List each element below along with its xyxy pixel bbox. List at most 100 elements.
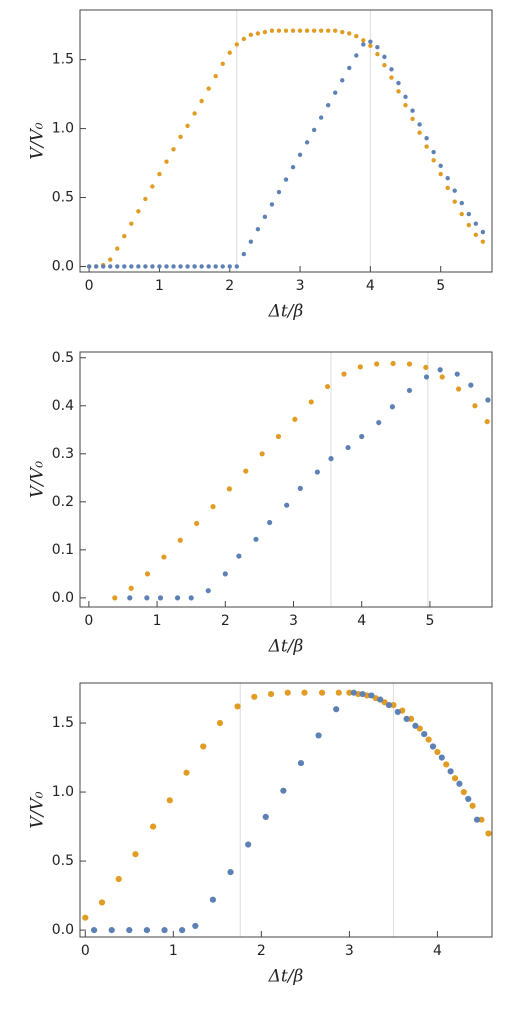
data-point: [171, 147, 176, 152]
data-point: [417, 122, 422, 127]
data-point: [403, 715, 410, 722]
plot-frame: [79, 9, 493, 273]
data-point: [143, 196, 148, 202]
data-point: [311, 28, 317, 33]
data-point: [283, 28, 289, 33]
data-point: [108, 257, 113, 262]
x-tick-label: 3: [345, 943, 354, 959]
data-point: [220, 264, 225, 269]
data-point: [318, 115, 324, 120]
x-tick-label: 5: [436, 278, 445, 294]
data-point: [325, 383, 331, 390]
data-point: [259, 451, 265, 457]
panel: 0 1 2 3 4 5 0.0 0.5 1.0 1.5 Δt/β V/V₀: [28, 9, 493, 322]
data-point: [192, 922, 199, 930]
data-point: [164, 264, 169, 269]
plot-frame: [79, 682, 493, 938]
data-point: [407, 715, 415, 722]
y-tick-label: 1.5: [52, 715, 74, 731]
data-point: [220, 61, 225, 66]
x-axis-label: Δt/β: [268, 967, 304, 987]
data-point: [150, 184, 155, 189]
data-point: [112, 595, 118, 601]
data-point: [325, 28, 331, 33]
data-point: [318, 689, 326, 696]
data-point: [361, 38, 366, 43]
data-point: [314, 469, 320, 475]
y-tick-label: 1.5: [52, 52, 74, 68]
data-point: [144, 595, 150, 601]
data-point: [445, 185, 450, 191]
data-point: [122, 233, 127, 239]
data-point: [377, 696, 384, 703]
data-point: [269, 202, 275, 207]
data-point: [455, 386, 462, 392]
data-point: [136, 264, 141, 269]
data-point: [425, 736, 432, 743]
data-point: [267, 519, 273, 526]
data-point: [403, 102, 408, 108]
data-point: [368, 43, 373, 49]
data-point: [222, 571, 228, 577]
data-point: [188, 595, 194, 601]
data-point: [396, 89, 401, 94]
data-point: [93, 264, 99, 269]
data-point: [143, 264, 148, 269]
data-point: [227, 869, 234, 876]
y-tick-label: 0.5: [52, 350, 74, 366]
x-tick-label: 4: [357, 613, 366, 629]
data-point: [164, 159, 169, 164]
data-point: [374, 361, 380, 367]
x-tick-label: 2: [257, 943, 266, 959]
data-point: [262, 813, 269, 821]
data-point: [456, 780, 463, 787]
data-point: [375, 51, 380, 57]
data-point: [290, 165, 296, 170]
data-point: [437, 367, 443, 373]
data-point: [438, 754, 445, 761]
data-point: [431, 149, 436, 155]
data-point: [375, 45, 380, 50]
y-tick-label: 0.0: [52, 922, 74, 938]
data-point: [468, 382, 474, 388]
data-point: [485, 830, 492, 837]
y-tick-label: 0.5: [52, 853, 74, 869]
data-point: [199, 98, 204, 104]
data-point: [406, 387, 413, 394]
data-point: [347, 31, 352, 36]
data-point: [394, 708, 401, 716]
data-point: [443, 761, 450, 768]
data-point: [480, 239, 486, 244]
data-point: [234, 42, 239, 47]
x-tick-label: 1: [169, 943, 178, 959]
data-point: [126, 926, 133, 934]
data-point: [200, 743, 207, 750]
data-point: [284, 502, 290, 508]
data-point: [412, 722, 419, 729]
data-point: [241, 36, 247, 42]
data-point: [262, 29, 268, 35]
data-point: [150, 264, 155, 269]
data-point: [454, 371, 460, 377]
data-point: [424, 136, 429, 141]
y-tick-label: 0.3: [52, 446, 74, 462]
data-point: [328, 456, 334, 462]
data-point: [297, 759, 305, 767]
panel: 0 1 2 3 4 5 0.0 0.1 0.2 0.3 0.4 0.5 Δt/β V/V₀: [28, 350, 493, 657]
data-point: [423, 374, 430, 380]
data-point: [226, 486, 232, 492]
data-point: [460, 788, 467, 796]
data-point: [452, 188, 457, 193]
data-point: [206, 86, 211, 91]
y-tick-label: 1.0: [52, 784, 74, 800]
data-point: [451, 775, 459, 782]
panel: 0 1 2 3 4 0.0 0.5 1.0 1.5 Δt/β V/V₀: [28, 682, 493, 987]
data-point: [290, 28, 296, 33]
data-point: [354, 34, 359, 39]
data-point: [347, 65, 352, 71]
data-point: [297, 152, 303, 157]
data-point: [333, 28, 338, 33]
data-point: [304, 28, 310, 33]
data-point: [144, 571, 151, 577]
data-point: [459, 211, 464, 217]
